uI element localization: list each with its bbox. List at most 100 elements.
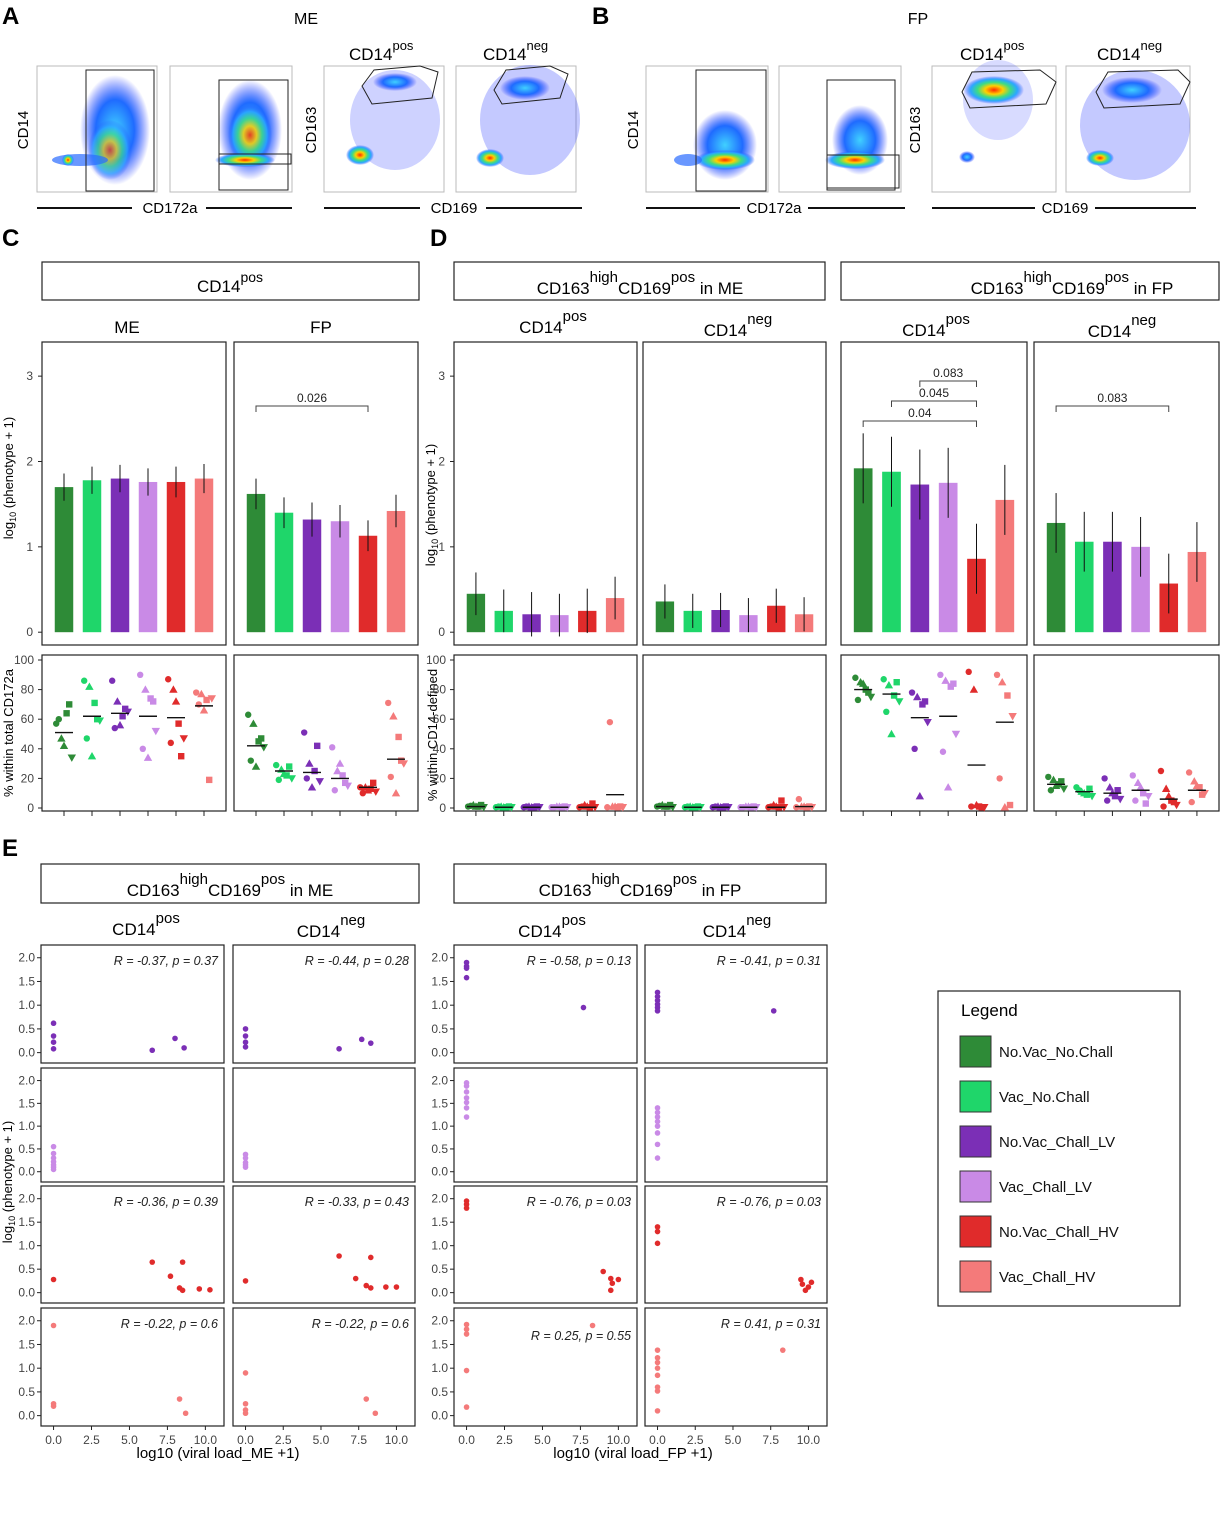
data-point-No.Vac_Chall_HV <box>778 797 785 804</box>
data-point-No.Vac_Chall_LV <box>311 767 318 775</box>
legend-item-No.Vac_Chall_HV: No.Vac_Chall_HV <box>959 1215 1119 1248</box>
scatter-xtick-label: 0.0 <box>649 1433 666 1447</box>
data-point-No.Vac_Chall_LV <box>911 745 918 752</box>
data-point-No.Vac_Chall_HV <box>363 786 373 794</box>
data-point-Vac_Chall_LV <box>943 783 953 791</box>
dot-ytick-label: 80 <box>21 683 35 697</box>
data-point-Vac_Chall_HV <box>1188 798 1195 806</box>
e-ylabel: log10 (phenotype + 1) <box>0 1121 17 1243</box>
data-point-Vac_No.Chall <box>91 699 98 707</box>
data-point-No.Vac_No.Chall <box>247 757 254 764</box>
scatter-ytick-label: 0.0 <box>18 1286 35 1300</box>
flow-a-ylabel-cd163: CD163 <box>303 107 320 154</box>
scatter-point <box>654 1008 661 1014</box>
data-point-No.Vac_Chall_HV <box>965 668 972 676</box>
scatter-point <box>172 1035 178 1042</box>
scatter-ytick-label: 0.0 <box>18 1165 35 1179</box>
data-point-No.Vac_No.Chall <box>852 674 859 681</box>
legend-item-Vac_Chall_LV: Vac_Chall_LV <box>959 1170 1092 1203</box>
dot-chart-D_FP_neg_pct <box>1033 654 1220 816</box>
data-point-Vac_No.Chall <box>684 803 691 810</box>
bar-ytick-label: 2 <box>26 454 33 468</box>
scatter-ytick-label: 1.0 <box>18 998 35 1012</box>
flow-b-ylabel-cd163: CD163 <box>907 107 924 154</box>
e-col-label-fp-neg: CD14neg <box>703 912 772 941</box>
col-label-d-fp-pos: CD14pos <box>902 311 970 340</box>
data-point-No.Vac_No.Chall <box>245 711 252 718</box>
data-point-No.Vac_Chall_LV <box>115 720 125 729</box>
strip-d-fp-box <box>840 261 1220 301</box>
data-point-Vac_Chall_LV <box>1139 790 1147 797</box>
bar-No.Vac_No.Chall <box>246 493 266 633</box>
scatter-point <box>654 1354 661 1361</box>
scatter-ytick-label: 2.0 <box>431 1192 448 1206</box>
legend-swatch <box>959 1215 992 1248</box>
scatter-cell-2-3: R = -0.76, p = 0.03 <box>644 1185 828 1304</box>
data-point-Vac_Chall_HV <box>199 706 209 714</box>
scatter-point <box>654 1118 661 1125</box>
significance-bracket <box>1055 405 1170 413</box>
scatter-ytick-label: 1.0 <box>18 1361 35 1375</box>
data-point-Vac_Chall_HV <box>387 773 394 781</box>
bar-No.Vac_Chall_LV <box>910 484 930 633</box>
data-point-No.Vac_No.Chall <box>67 754 76 762</box>
data-point-Vac_Chall_LV <box>937 671 944 678</box>
data-point-No.Vac_No.Chall <box>1058 778 1065 785</box>
data-point-Vac_Chall_LV <box>339 772 346 779</box>
scatter-frame <box>40 1067 225 1183</box>
scatter-point <box>463 1331 470 1337</box>
bar-ytick-label: 3 <box>438 369 445 383</box>
scatter-ytick-label: 1.5 <box>431 1096 448 1110</box>
scatter-cell-0-1: R = -0.44, p = 0.28 <box>232 944 416 1064</box>
dot-chart-D_FP_pos_pct <box>840 654 1028 816</box>
bar-Vac_Chall_HV <box>386 510 406 633</box>
scatter-ytick-label: 1.5 <box>18 974 35 988</box>
scatter-point <box>242 1410 249 1417</box>
correlation-stats: R = -0.76, p = 0.03 <box>717 1195 821 1209</box>
legend-swatch <box>959 1080 992 1113</box>
scatter-xtick-label: 2.5 <box>496 1433 513 1447</box>
scatter-ytick-label: 1.0 <box>431 1119 448 1133</box>
scatter-point <box>367 1285 374 1291</box>
scatter-point <box>654 1114 661 1120</box>
scatter-ytick-label: 1.5 <box>18 1337 35 1351</box>
scatter-point <box>367 1254 374 1261</box>
scatter-frame <box>644 944 828 1064</box>
col-label-d-me-pos: CD14pos <box>519 308 587 337</box>
data-point-Vac_No.Chall <box>273 761 280 769</box>
scatter-ytick-label: 0.5 <box>431 1385 448 1399</box>
data-point-No.Vac_No.Chall <box>249 719 258 727</box>
scatter-point <box>372 1410 379 1417</box>
dot-ytick-label: 0 <box>439 801 446 815</box>
data-point-No.Vac_No.Chall <box>57 734 66 742</box>
data-point-Vac_No.Chall <box>884 680 894 689</box>
data-point-Vac_Chall_HV <box>606 718 614 726</box>
data-point-Vac_Chall_LV <box>143 753 153 761</box>
data-point-Vac_Chall_HV <box>1008 713 1017 721</box>
e-xlabel-fp: log10 (viral load_FP +1) <box>553 1445 712 1462</box>
flow-b-xlabel-cd172a: CD172a <box>746 200 802 217</box>
scatter-frame <box>232 1307 416 1427</box>
data-point-Vac_No.Chall <box>287 775 296 783</box>
data-point-Vac_Chall_LV <box>342 779 349 787</box>
scatter-frame <box>644 1185 828 1304</box>
col-label-d-me-neg: CD14neg <box>704 311 773 340</box>
bar-chart-D_FP_pos: 0.04 0.045 0.083 <box>840 341 1028 646</box>
significance-bracket <box>891 400 977 407</box>
scatter-point <box>463 1404 470 1410</box>
scatter-point <box>242 1400 249 1407</box>
bar-chart-D_FP_neg: 0.083 <box>1033 341 1220 646</box>
bar-Vac_No.Chall <box>882 471 901 633</box>
data-point-No.Vac_Chall_HV <box>171 697 181 705</box>
data-point-No.Vac_No.Chall <box>858 679 868 687</box>
strip-e-fp-label: CD163highCD169pos in FP <box>539 871 742 900</box>
bar-No.Vac_Chall_LV <box>110 478 130 633</box>
scatter-ytick-label: 1.5 <box>431 974 448 988</box>
scatter-cell-2-0: 0.0 0.5 1.0 1.5 2.0 R = -0.36, p = 0.39 <box>18 1185 225 1304</box>
dot-plot-frame <box>453 654 638 812</box>
bar-Vac_Chall_HV <box>194 478 214 633</box>
strip-d-me-box <box>453 261 826 301</box>
scatter-point <box>799 1281 806 1287</box>
p-value-label: 0.083 <box>933 366 963 380</box>
scatter-cell-0-3: R = -0.41, p = 0.31 <box>644 944 828 1064</box>
